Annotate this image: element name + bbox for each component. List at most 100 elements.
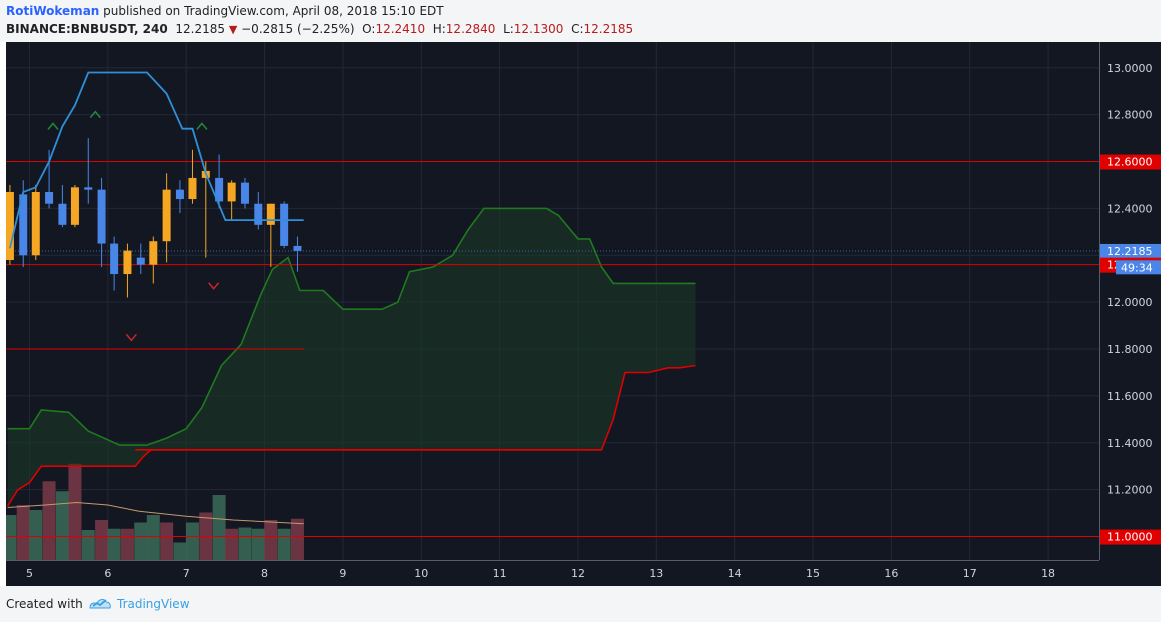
high-value: 12.2840: [445, 22, 496, 36]
last-price: 12.2185: [175, 22, 225, 36]
candle-body: [31, 192, 40, 256]
blue-band-line: [9, 71, 304, 249]
volume-bar: [95, 520, 109, 560]
time-tick-label: 7: [183, 567, 190, 580]
low-value: 12.1300: [513, 22, 564, 36]
candle-body: [188, 177, 197, 200]
time-tick-label: 6: [104, 567, 111, 580]
publish-line: RotiWokeman published on TradingView.com…: [6, 4, 444, 18]
candle-body: [19, 194, 28, 256]
candle-body: [45, 192, 54, 204]
price-label-text: 12.6000: [1107, 156, 1153, 169]
volume-ma-line: [7, 501, 304, 525]
time-tick-label: 11: [493, 567, 507, 580]
price-label-text: 12.2185: [1107, 245, 1153, 258]
time-tick-label: 13: [649, 567, 663, 580]
plot-area: [6, 42, 1099, 560]
cloud-span-a-line: [7, 207, 696, 446]
time-tick-label: 10: [414, 567, 428, 580]
volume-bar: [225, 528, 239, 560]
time-tick-label: 16: [884, 567, 898, 580]
volume-bar: [264, 520, 278, 560]
low-label: L:: [503, 22, 514, 36]
volume-bar: [55, 491, 69, 560]
open-label: O:: [362, 22, 376, 36]
candle-body: [215, 177, 224, 202]
volume-bar: [212, 495, 226, 560]
volume-bar: [120, 528, 134, 560]
price-label-box: [1100, 154, 1161, 170]
candle-body: [123, 250, 132, 275]
price-label-box: [1100, 243, 1161, 259]
price-tick-label: 11.4000: [1107, 437, 1153, 450]
open-value: 12.2410: [375, 22, 426, 36]
price-tick-label: 11.8000: [1107, 343, 1153, 356]
candle-body: [110, 243, 119, 275]
price-tick-label: 12.4000: [1107, 202, 1153, 215]
volume-bar: [6, 515, 17, 560]
price-label-box: [1100, 529, 1161, 545]
candle-body: [149, 241, 158, 265]
cloud-span-b-line: [135, 364, 696, 451]
volume-bar: [277, 528, 291, 560]
price-chart[interactable]: 13.000012.800012.600012.400012.200012.00…: [6, 42, 1161, 586]
down-arrow-icon: ▼: [228, 23, 238, 36]
ichimoku-cloud-fill: [7, 208, 696, 507]
price-tick-label: 13.0000: [1107, 62, 1153, 75]
volume-bar: [42, 481, 56, 560]
time-tick-label: 17: [963, 567, 977, 580]
volume-bar: [238, 527, 252, 560]
price-tick-label: 12.8000: [1107, 109, 1153, 122]
candle-body: [227, 182, 236, 202]
time-tick-label: 9: [339, 567, 346, 580]
price-tick-label: 11.2000: [1107, 484, 1153, 497]
tradingview-logo-icon: [89, 599, 111, 609]
candle-body: [293, 245, 302, 251]
time-tick-label: 8: [261, 567, 268, 580]
volume-bar: [251, 528, 265, 560]
created-with-text: Created with: [6, 597, 83, 611]
candle-body: [175, 189, 184, 200]
close-value: 12.2185: [583, 22, 634, 36]
publish-info: published on TradingView.com, April 08, …: [103, 4, 444, 18]
up-arrow-marker-icon: [89, 110, 101, 119]
candle-body: [162, 189, 171, 242]
countdown-box: [1116, 260, 1161, 275]
volume-bar: [107, 528, 121, 560]
up-arrow-marker-icon: [47, 122, 59, 130]
symbol-line: BINANCE:BNBUSDT, 240 12.2185 ▼ −0.2815 (…: [6, 22, 633, 36]
chart-footer: Created with TradingView: [0, 586, 1161, 622]
time-tick-label: 18: [1041, 567, 1055, 580]
up-arrow-marker-icon: [196, 122, 208, 130]
candle-body: [240, 182, 249, 204]
time-tick-label: 5: [26, 567, 33, 580]
volume-bar: [68, 463, 82, 560]
price-change: −0.2815 (−2.25%): [241, 22, 355, 36]
candle-body: [254, 203, 263, 225]
chart-area[interactable]: 13.000012.800012.600012.400012.200012.00…: [6, 42, 1161, 586]
volume-bar: [290, 518, 304, 560]
volume-bar: [81, 530, 95, 560]
down-arrow-marker-icon: [208, 282, 220, 290]
countdown-text: 49:34: [1121, 261, 1153, 274]
candle-body: [280, 203, 289, 246]
volume-bar: [160, 522, 174, 560]
price-tick-label: 11.6000: [1107, 390, 1153, 403]
candle-body: [58, 203, 67, 225]
time-tick-label: 15: [806, 567, 820, 580]
close-label: C:: [571, 22, 584, 36]
chart-header: RotiWokeman published on TradingView.com…: [0, 0, 1161, 42]
candle-body: [84, 187, 93, 190]
time-tick-label: 12: [571, 567, 585, 580]
symbol-label: BINANCE:BNBUSDT, 240: [6, 22, 168, 36]
volume-bar: [146, 515, 160, 560]
tradingview-brand-link[interactable]: TradingView: [117, 597, 190, 611]
volume-bar: [134, 522, 148, 560]
high-label: H:: [432, 22, 446, 36]
author-link[interactable]: RotiWokeman: [6, 4, 100, 18]
candle-body: [97, 189, 106, 244]
down-arrow-marker-icon: [125, 333, 137, 342]
volume-bar: [173, 542, 187, 560]
candle-body: [70, 187, 79, 225]
volume-bar: [16, 505, 30, 560]
